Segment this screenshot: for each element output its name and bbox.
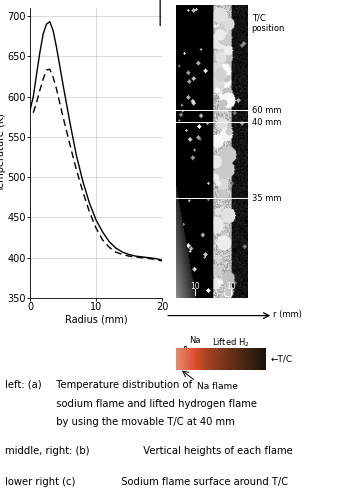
Text: Vertical heights of each flame: Vertical heights of each flame [137, 446, 293, 456]
Text: Na
flame: Na flame [183, 336, 207, 355]
Text: r (mm): r (mm) [273, 310, 302, 318]
Text: Temperature distribution of: Temperature distribution of [50, 380, 192, 390]
Text: Lifted H$_2$
flame: Lifted H$_2$ flame [212, 336, 250, 359]
Text: 60 mm: 60 mm [252, 106, 281, 115]
Text: T/C
position: T/C position [252, 14, 285, 33]
Text: 10: 10 [226, 282, 236, 291]
Text: sodium flame and lifted hydrogen flame: sodium flame and lifted hydrogen flame [50, 398, 257, 408]
Text: Sodium flame surface around T/C: Sodium flame surface around T/C [115, 478, 288, 488]
Text: middle, right: (b): middle, right: (b) [5, 446, 90, 456]
Text: Na flame: Na flame [197, 382, 238, 391]
Text: 40 mm: 40 mm [252, 118, 281, 126]
X-axis label: Radius (mm): Radius (mm) [65, 315, 127, 325]
Text: ←T/C: ←T/C [271, 354, 293, 364]
Text: lower right (c): lower right (c) [5, 478, 76, 488]
Text: 10: 10 [190, 282, 200, 291]
Text: 35 mm: 35 mm [252, 194, 281, 203]
Text: by using the movable T/C at 40 mm: by using the movable T/C at 40 mm [50, 418, 235, 428]
Text: left: (a): left: (a) [5, 380, 42, 390]
Y-axis label: Temperature (K): Temperature (K) [0, 114, 6, 192]
